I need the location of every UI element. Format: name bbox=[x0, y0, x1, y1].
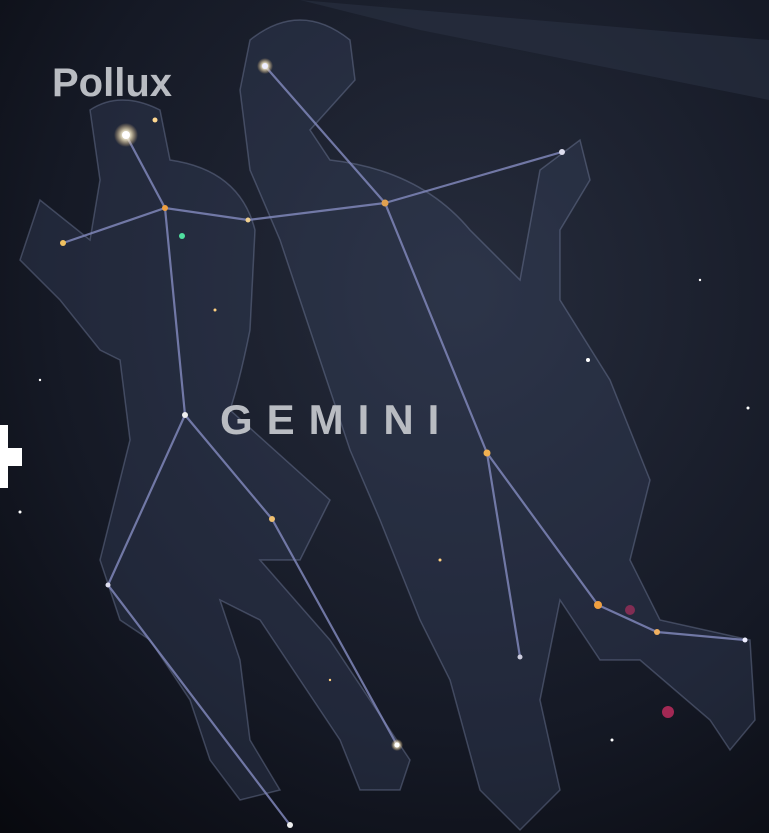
constellation-lines bbox=[62, 65, 746, 826]
star-label: Pollux bbox=[52, 61, 172, 105]
constellation-label: GEMINI bbox=[220, 396, 453, 443]
milky-way-band bbox=[300, 0, 769, 100]
add-icon[interactable] bbox=[0, 425, 22, 488]
stars bbox=[18, 58, 750, 828]
